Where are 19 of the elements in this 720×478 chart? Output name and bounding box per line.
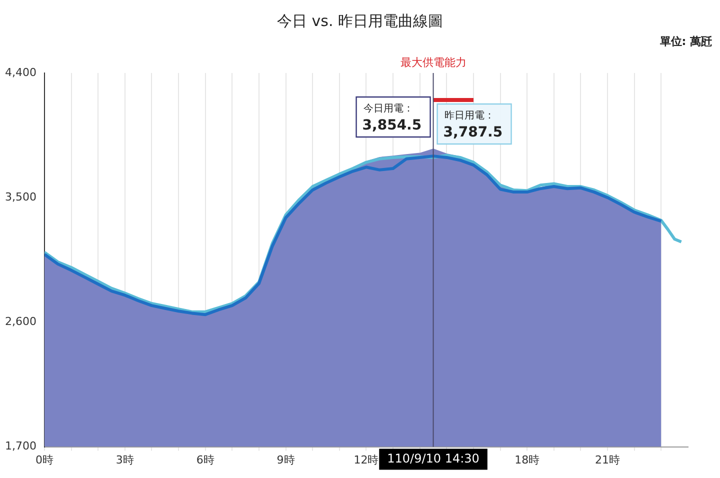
ref-line-label: 110/9/10 14:30 (387, 451, 480, 466)
text: 最大供電能力 (400, 56, 466, 69)
annotation: 今日用電： (363, 102, 414, 115)
y-tick-label: 3,500 (4, 190, 36, 204)
y-tick-label: 4,400 (4, 66, 36, 79)
x-tick-label: 12時 (354, 453, 379, 466)
x-tick-label: 18時 (514, 453, 540, 466)
annotation: 3,854.5 (362, 118, 422, 134)
x-tick-label: 9時 (276, 453, 295, 466)
y-tick-label: 1,700 (4, 440, 36, 453)
y-tick-label: 2,600 (4, 315, 36, 328)
x-tick-label: 3時 (116, 453, 134, 466)
chart-title: 今日 vs. 昨日用電曲線圖 (277, 12, 443, 30)
annotation: 昨日用電： (444, 110, 494, 122)
annotation: 3,787.5 (443, 124, 503, 141)
x-tick-label: 6時 (196, 453, 214, 466)
x-tick-label: 21時 (595, 453, 620, 466)
y-axis-title: 單位: 萬瓩 (658, 34, 712, 48)
x-tick-label: 0時 (35, 453, 54, 466)
